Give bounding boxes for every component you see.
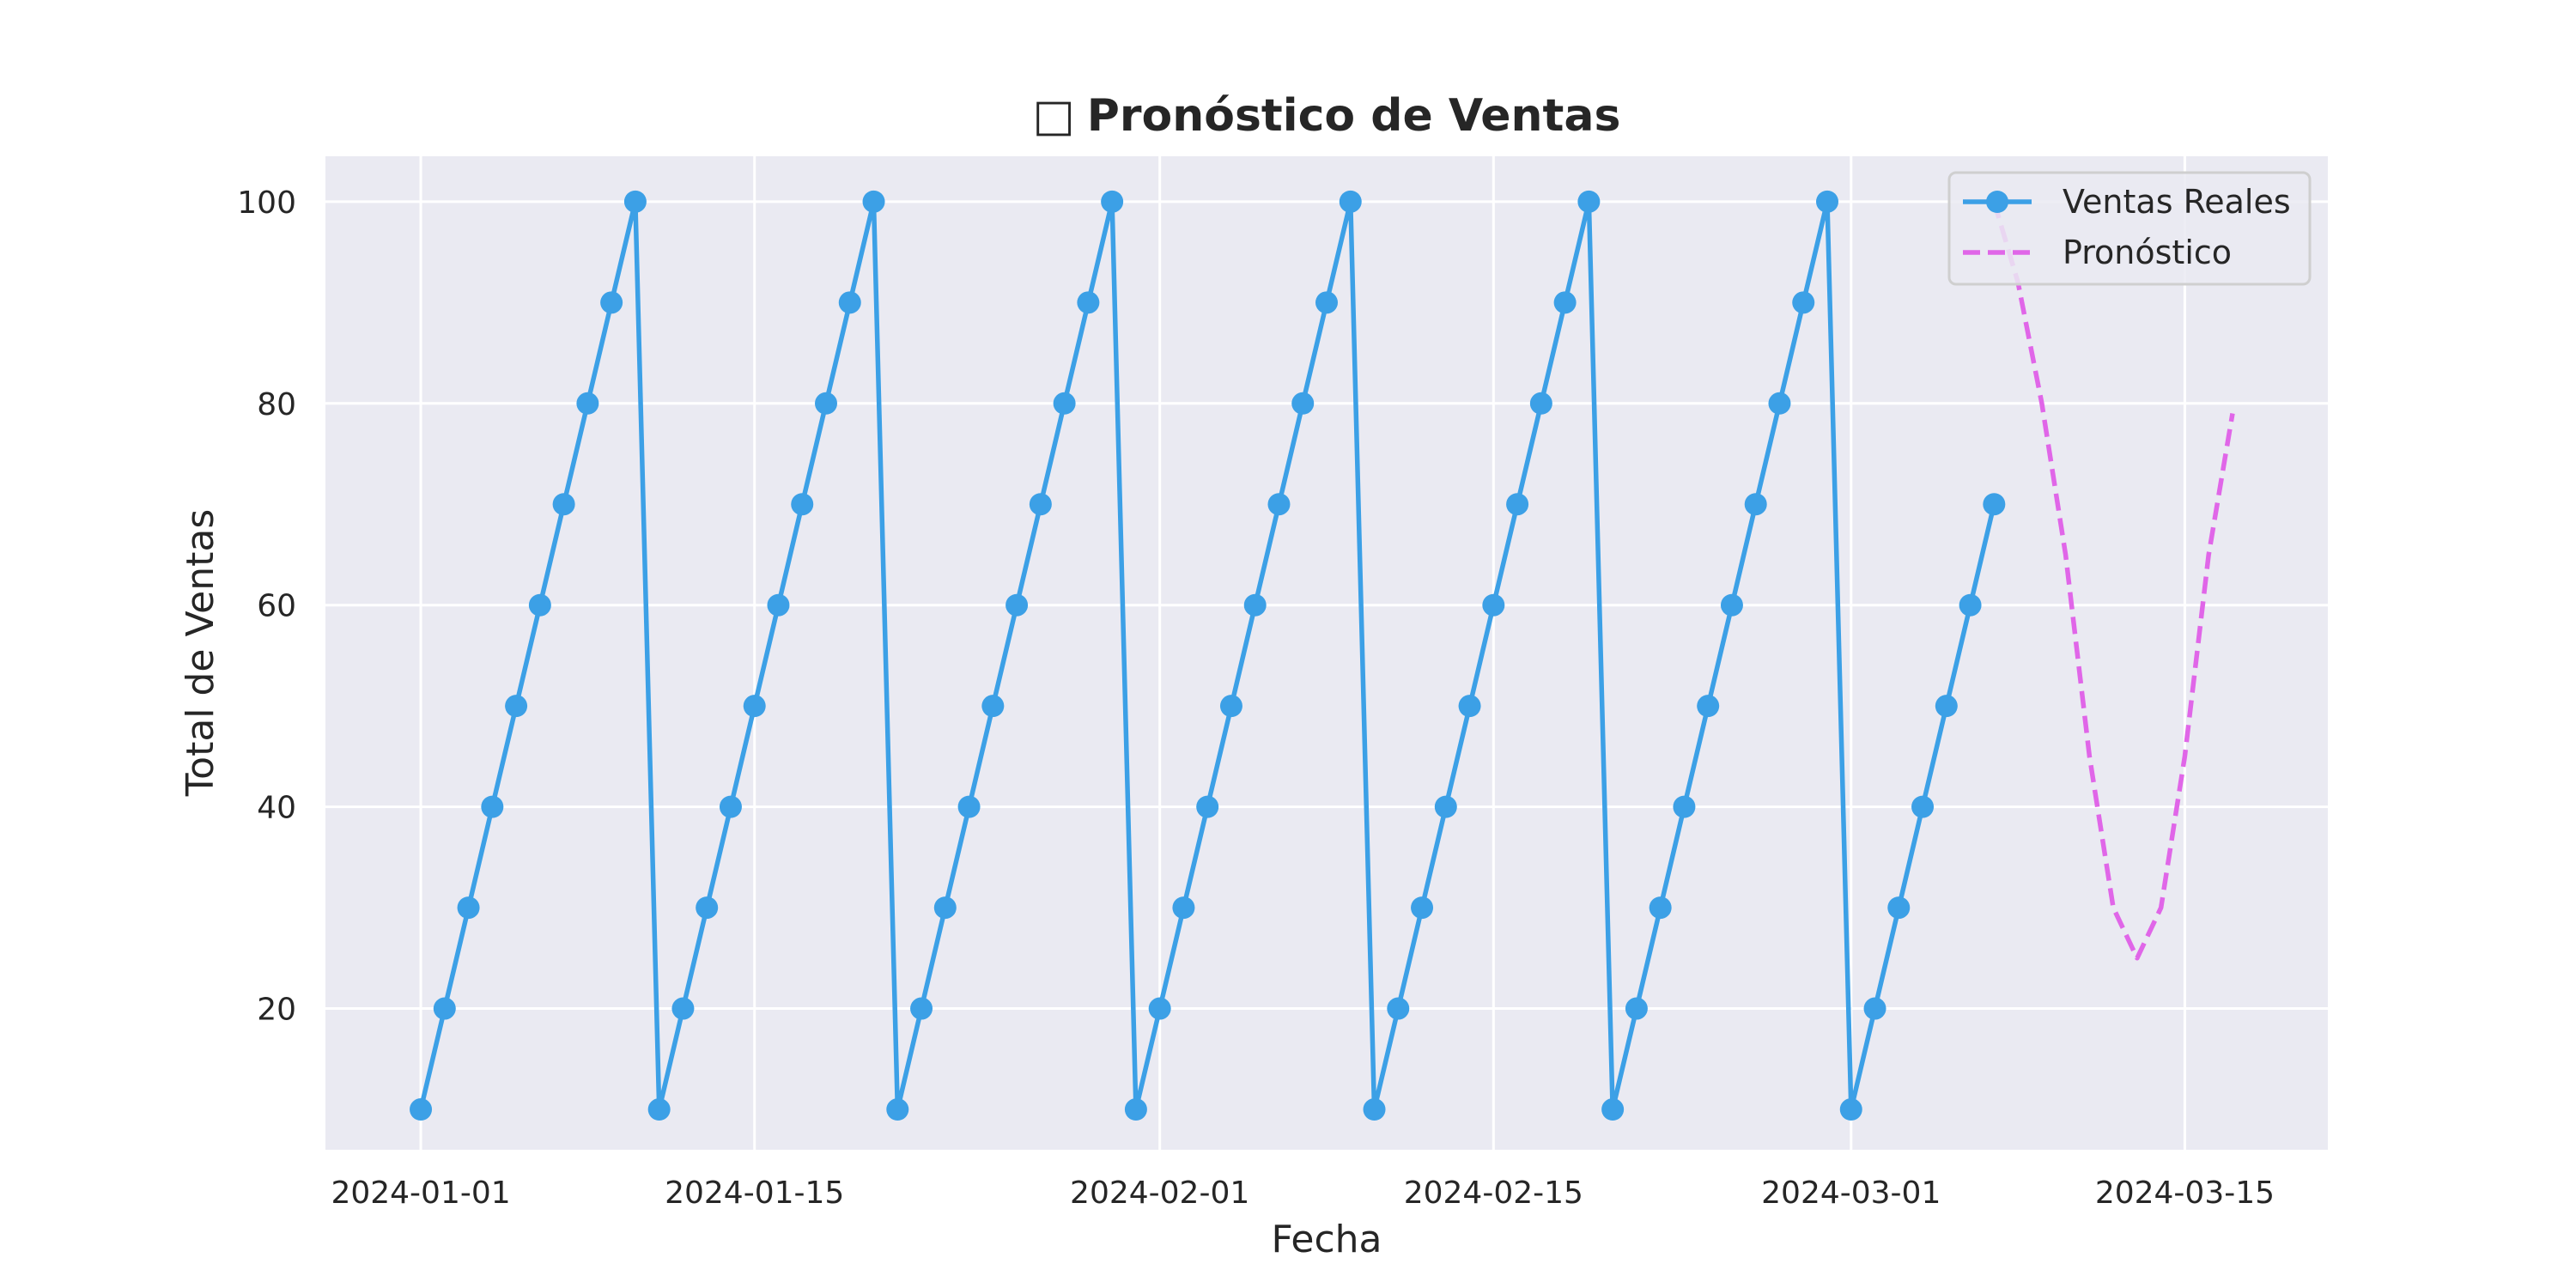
data-point: [1053, 392, 1076, 415]
data-point: [1339, 190, 1362, 213]
y-tick-label: 20: [257, 993, 296, 1028]
data-point: [1411, 896, 1434, 920]
data-point: [1720, 593, 1743, 617]
title-text: Pronóstico de Ventas: [1087, 90, 1621, 142]
data-point: [1983, 493, 2006, 516]
data-point: [767, 593, 790, 617]
legend-box: [1947, 171, 2312, 286]
data-point: [957, 795, 981, 818]
data-point: [647, 1098, 671, 1121]
data-point: [862, 190, 885, 213]
data-point: [1673, 795, 1696, 818]
data-point: [815, 392, 837, 415]
data-point: [1959, 593, 1982, 617]
x-tick-label: 2024-01-15: [665, 1176, 844, 1211]
data-point: [1577, 190, 1601, 213]
data-point: [433, 997, 456, 1020]
data-point: [1219, 695, 1242, 718]
data-point: [1315, 291, 1338, 314]
x-tick-label: 2024-01-01: [331, 1176, 510, 1211]
x-tick-label: 2024-03-01: [1761, 1176, 1941, 1211]
data-point: [600, 291, 623, 314]
y-axis-label: Total de Ventas: [179, 509, 222, 798]
legend-label: Ventas Reales: [2063, 183, 2291, 221]
data-point: [1935, 695, 1958, 718]
data-point: [1291, 392, 1315, 415]
data-point: [1387, 997, 1410, 1020]
data-point: [886, 1098, 909, 1121]
y-axis: 20 40 60 80 100: [237, 185, 296, 1028]
data-point: [743, 695, 766, 718]
data-point: [528, 593, 551, 617]
y-tick-label: 40: [257, 791, 296, 826]
x-axis-label: Fecha: [1271, 1218, 1382, 1261]
data-point: [1887, 896, 1911, 920]
data-point: [552, 493, 575, 516]
data-point: [981, 695, 1005, 718]
data-point: [410, 1098, 433, 1121]
data-point: [1196, 795, 1219, 818]
data-point: [1077, 291, 1100, 314]
data-point: [1601, 1098, 1625, 1121]
data-point: [481, 795, 504, 818]
data-point: [719, 795, 742, 818]
data-point: [1506, 493, 1529, 516]
title-icon: □: [1033, 90, 1075, 142]
plot-area: [325, 156, 2328, 1150]
data-point: [1529, 392, 1552, 415]
data-point: [1744, 493, 1767, 516]
data-point: [1768, 392, 1791, 415]
y-tick-label: 80: [257, 387, 296, 422]
data-point: [696, 896, 719, 920]
x-tick-label: 2024-02-15: [1404, 1176, 1583, 1211]
data-point: [1243, 593, 1267, 617]
data-point: [1697, 695, 1720, 718]
y-tick-label: 60: [257, 589, 296, 624]
data-point: [1649, 896, 1672, 920]
data-point: [791, 493, 814, 516]
data-point: [1029, 493, 1052, 516]
legend-label: Pronóstico: [2063, 234, 2232, 271]
x-axis: 2024-01-01 2024-01-15 2024-02-01 2024-02-15…: [331, 1176, 2275, 1211]
chart-title: □ Pronóstico de Ventas: [1033, 90, 1621, 142]
data-point: [1792, 291, 1815, 314]
data-point: [1911, 795, 1935, 818]
data-point: [1101, 190, 1124, 213]
legend: Ventas Reales Pronóstico: [1947, 171, 2312, 286]
data-point: [1434, 795, 1457, 818]
data-point: [1553, 291, 1577, 314]
data-point: [576, 392, 599, 415]
data-point: [1148, 997, 1171, 1020]
data-point: [1482, 593, 1505, 617]
marker-layer: [410, 190, 2006, 1121]
data-point: [910, 997, 933, 1020]
data-point: [838, 291, 861, 314]
data-point: [933, 896, 957, 920]
x-tick-label: 2024-02-01: [1070, 1176, 1249, 1211]
data-point: [1363, 1098, 1386, 1121]
x-tick-label: 2024-03-15: [2095, 1176, 2275, 1211]
data-point: [1005, 593, 1029, 617]
data-point: [1458, 695, 1481, 718]
y-tick-label: 100: [237, 185, 296, 221]
data-point: [1839, 1098, 1862, 1121]
data-point: [505, 695, 528, 718]
data-point: [1816, 190, 1838, 213]
data-point: [671, 997, 695, 1020]
series-line-2: [1991, 201, 2235, 961]
data-point: [1172, 896, 1195, 920]
data-point: [623, 190, 647, 213]
data-point: [1267, 493, 1291, 516]
data-point: [1124, 1098, 1147, 1121]
legend-marker: [1986, 191, 2008, 213]
data-point: [1863, 997, 1886, 1020]
data-point: [457, 896, 480, 920]
data-point: [1625, 997, 1648, 1020]
